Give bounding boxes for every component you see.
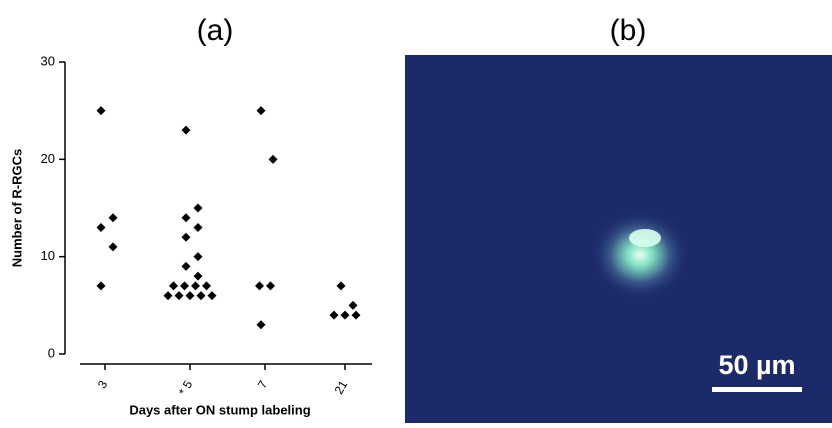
data-point bbox=[202, 281, 211, 291]
data-point bbox=[266, 281, 275, 291]
data-point bbox=[193, 222, 203, 232]
data-point bbox=[256, 320, 266, 330]
data-point bbox=[169, 281, 178, 291]
data-point bbox=[181, 125, 191, 135]
data-point bbox=[256, 106, 266, 116]
data-point bbox=[96, 106, 106, 116]
x-tick-label: * 5 bbox=[176, 378, 196, 398]
data-point bbox=[181, 261, 191, 271]
data-point bbox=[196, 291, 206, 301]
data-point bbox=[193, 271, 203, 281]
data-point bbox=[348, 300, 358, 310]
data-point bbox=[268, 154, 278, 164]
data-point bbox=[108, 213, 118, 223]
panel-title: (a) bbox=[197, 14, 234, 47]
data-point bbox=[96, 222, 106, 232]
scale-bar bbox=[712, 387, 802, 392]
y-tick-label: 10 bbox=[41, 248, 55, 263]
scale-bar-label: 50 µm bbox=[718, 350, 795, 380]
y-tick-label: 20 bbox=[41, 151, 55, 166]
data-point bbox=[163, 291, 173, 301]
data-point bbox=[255, 281, 264, 291]
y-tick-label: 0 bbox=[48, 345, 55, 360]
y-axis-label: Number of R-RGCs bbox=[9, 149, 24, 267]
data-point bbox=[180, 281, 189, 291]
cell-core bbox=[629, 229, 661, 247]
x-tick-label: 3 bbox=[95, 378, 111, 391]
x-tick-label: 7 bbox=[255, 378, 271, 391]
data-point bbox=[207, 291, 217, 301]
data-point bbox=[340, 310, 350, 320]
cell-glow bbox=[590, 210, 690, 300]
data-point bbox=[185, 291, 195, 301]
data-point bbox=[329, 310, 339, 320]
data-point bbox=[191, 281, 200, 291]
data-point bbox=[108, 242, 118, 252]
x-axis-label: Days after ON stump labeling bbox=[129, 402, 310, 417]
data-point bbox=[96, 281, 106, 291]
panel-title: (b) bbox=[610, 14, 647, 47]
data-point bbox=[351, 310, 361, 320]
data-point bbox=[174, 291, 184, 301]
x-tick-label: 21 bbox=[332, 378, 351, 397]
data-point bbox=[181, 232, 191, 242]
y-tick-label: 30 bbox=[41, 53, 55, 68]
data-point bbox=[181, 213, 191, 223]
data-point bbox=[193, 203, 203, 213]
data-point bbox=[336, 281, 346, 291]
data-point bbox=[193, 252, 203, 262]
